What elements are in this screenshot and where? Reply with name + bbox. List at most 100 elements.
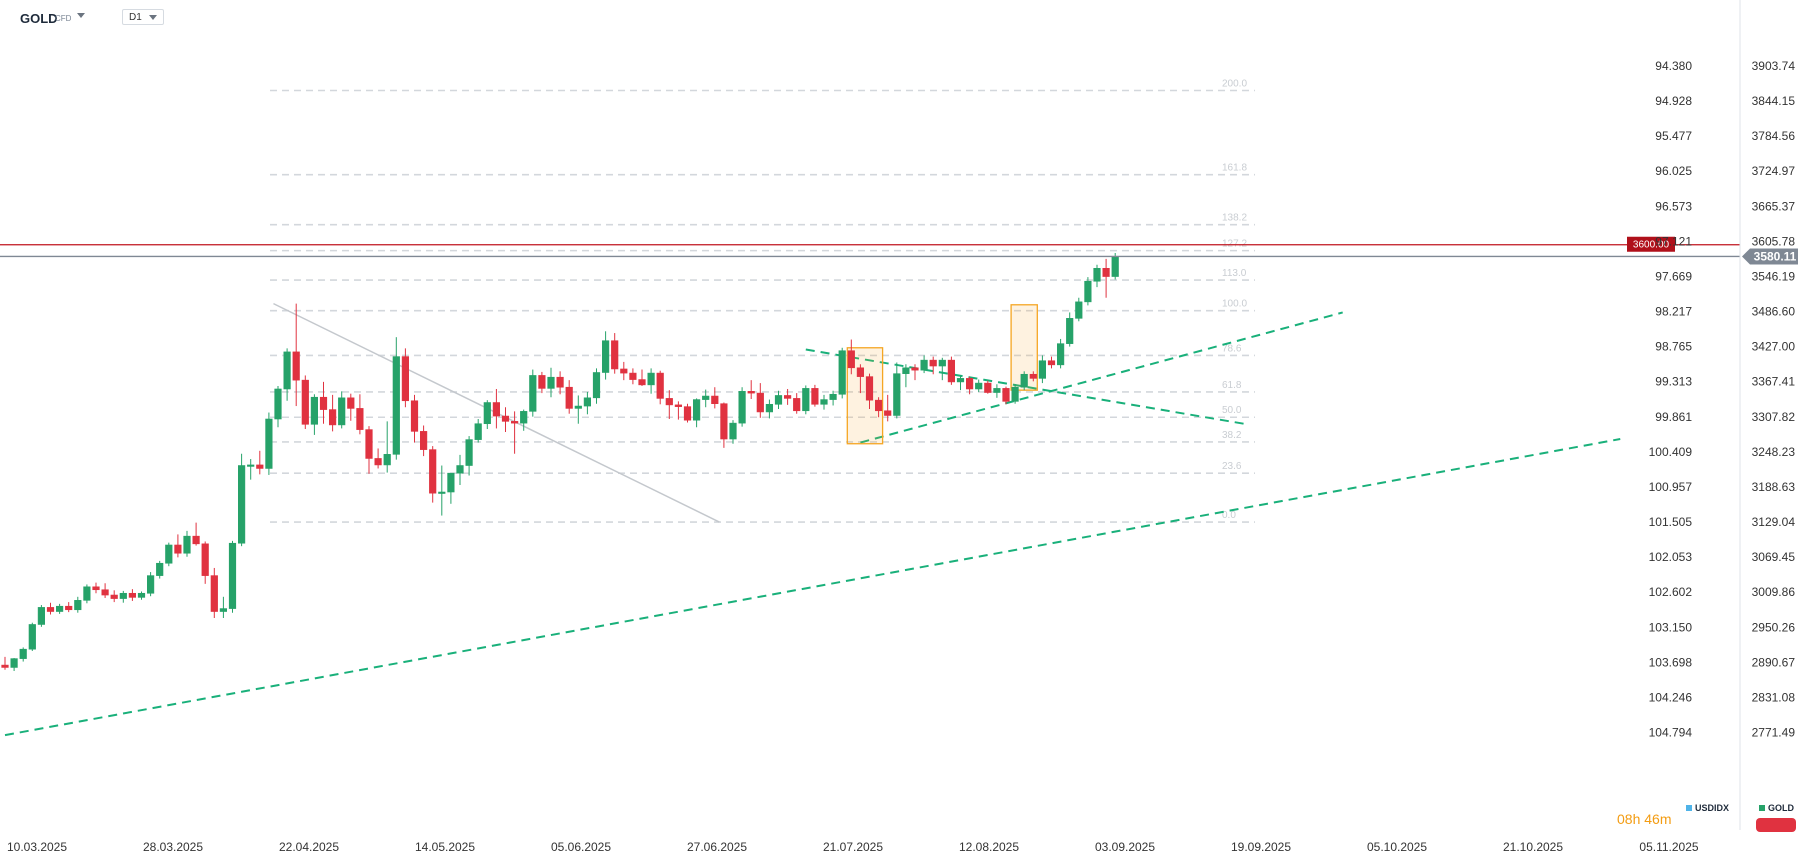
candle (10, 658, 18, 671)
gold-tick-label: 3248.23 (1752, 445, 1796, 459)
symbol-dropdown-icon[interactable] (77, 13, 85, 18)
timeframe-select[interactable]: D1 (122, 9, 164, 25)
candle (856, 364, 864, 394)
x-tick-label: 22.04.2025 (279, 840, 339, 854)
candle (238, 453, 246, 547)
candle (1093, 264, 1101, 288)
axes: 94.380 3903.74 94.928 3844.15 95.477 3784.56 9… (7, 0, 1795, 854)
candle-body (147, 575, 155, 594)
candle (783, 388, 792, 405)
candle (847, 339, 855, 375)
trendline-wedge-lower (860, 311, 1343, 444)
fib-label-78.6: 78.6 (1222, 343, 1242, 354)
candle (319, 381, 328, 424)
candle-body (965, 378, 974, 390)
usdidx-tick-label: 103.698 (1649, 655, 1693, 669)
candle (947, 356, 955, 385)
candle (620, 361, 628, 381)
candle (65, 602, 73, 613)
countdown-hours: 08 (1617, 811, 1633, 827)
candle-body (238, 465, 246, 544)
countdown-hours-unit: h (1632, 811, 1641, 827)
candle-body (1084, 280, 1092, 303)
usdidx-tick-label: 103.150 (1649, 620, 1693, 634)
candle-body (884, 410, 892, 416)
candle (228, 540, 237, 613)
candle (920, 355, 928, 374)
candle (720, 402, 728, 448)
fibonacci-levels: 0.023.638.250.061.878.6100.0113.0127.213… (270, 79, 1255, 523)
usdidx-tick-label: 94.928 (1655, 94, 1692, 108)
fib-label-161.8: 161.8 (1222, 163, 1247, 174)
candle (956, 375, 965, 391)
candle-body (447, 472, 455, 493)
candle (456, 454, 464, 485)
candle (292, 303, 300, 407)
candle (156, 560, 164, 579)
candle (601, 331, 610, 380)
candle (965, 376, 974, 395)
usdidx-tick-label: 100.409 (1649, 445, 1693, 459)
candle-body (674, 404, 682, 407)
gold-tick-label: 3129.04 (1752, 515, 1796, 529)
legend-usdidx[interactable]: USDIDX (1686, 803, 1729, 813)
highlight-box-1 (846, 347, 884, 445)
legend-gold[interactable]: GOLD (1759, 803, 1794, 813)
candle (392, 337, 400, 460)
candle-body (1057, 343, 1065, 366)
candle (110, 590, 118, 603)
candle-body (829, 393, 837, 400)
candle-body (592, 372, 601, 399)
fib-label-100.0: 100.0 (1222, 299, 1247, 310)
candle-body (847, 350, 855, 369)
candle-body (256, 464, 264, 469)
candle (201, 541, 209, 584)
trendline-long-term-support (4, 438, 1621, 737)
candle-body (219, 608, 228, 612)
usdidx-tick-label: 104.794 (1649, 726, 1693, 740)
candle (538, 371, 546, 394)
candle-body (28, 624, 36, 650)
usdidx-tick-label: 94.380 (1655, 59, 1692, 73)
candle-body (119, 592, 127, 599)
candle-body (228, 542, 237, 609)
candle-body (538, 375, 546, 389)
candle-body (1020, 373, 1028, 388)
candle (592, 368, 601, 404)
candle (729, 420, 737, 444)
candle (101, 583, 109, 598)
candle-body (465, 439, 473, 466)
candle-body (492, 402, 501, 417)
gold-tick-label: 3605.78 (1752, 234, 1796, 248)
candle-body (902, 367, 910, 374)
symbol-type: CFD (55, 14, 72, 23)
candle (256, 450, 264, 475)
candle (520, 409, 528, 431)
candle (37, 605, 45, 627)
gold-tick-label: 3009.86 (1752, 585, 1796, 599)
candle (19, 647, 27, 662)
candle-body (547, 376, 555, 389)
fib-label-50.0: 50.0 (1222, 405, 1242, 416)
gold-tick-label: 2890.67 (1752, 655, 1796, 669)
candle-body (429, 449, 437, 494)
candle-body (55, 605, 64, 612)
candle-body (110, 594, 118, 599)
candle-body (10, 658, 18, 668)
candle-body (856, 367, 864, 377)
candle (55, 603, 64, 614)
x-tick-label: 19.09.2025 (1231, 840, 1291, 854)
candle-body (611, 340, 619, 370)
candle (665, 390, 673, 420)
gold-tick-label: 3665.37 (1752, 199, 1796, 213)
candle (938, 357, 946, 381)
x-tick-label: 10.03.2025 (7, 840, 67, 854)
candle-body (1029, 373, 1037, 379)
x-tick-label: 05.10.2025 (1367, 840, 1427, 854)
sell-button[interactable] (1756, 818, 1796, 832)
candle (501, 407, 510, 432)
candle-body (283, 351, 291, 390)
symbol-name[interactable]: GOLD (20, 11, 58, 26)
candle-body (1038, 360, 1046, 379)
